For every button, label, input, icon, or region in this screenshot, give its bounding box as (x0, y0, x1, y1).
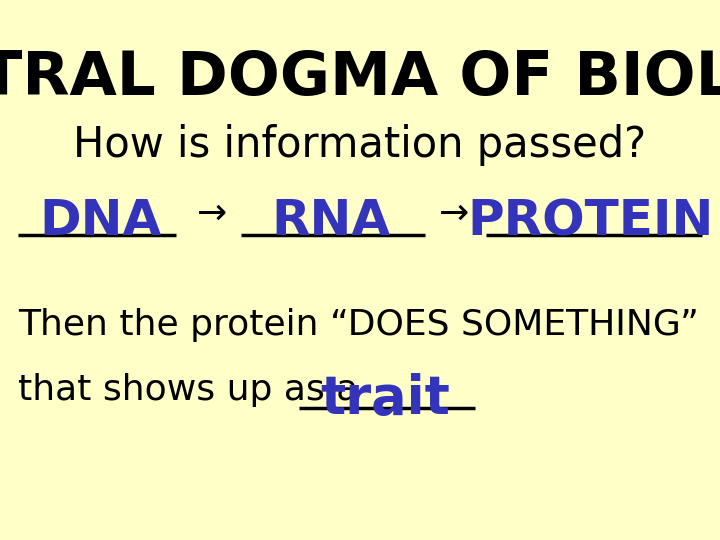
Text: PROTEIN: PROTEIN (467, 197, 714, 245)
Text: How is information passed?: How is information passed? (73, 124, 647, 166)
Text: that shows up as a: that shows up as a (18, 373, 370, 407)
Text: Then the protein “DOES SOMETHING”: Then the protein “DOES SOMETHING” (18, 308, 699, 342)
Text: DNA: DNA (40, 197, 162, 245)
Text: →: → (438, 197, 469, 231)
Text: RNA: RNA (271, 197, 391, 245)
Text: →: → (197, 197, 228, 231)
Text: CENTRAL DOGMA OF BIOLOGY: CENTRAL DOGMA OF BIOLOGY (0, 49, 720, 107)
Text: trait: trait (320, 373, 450, 424)
